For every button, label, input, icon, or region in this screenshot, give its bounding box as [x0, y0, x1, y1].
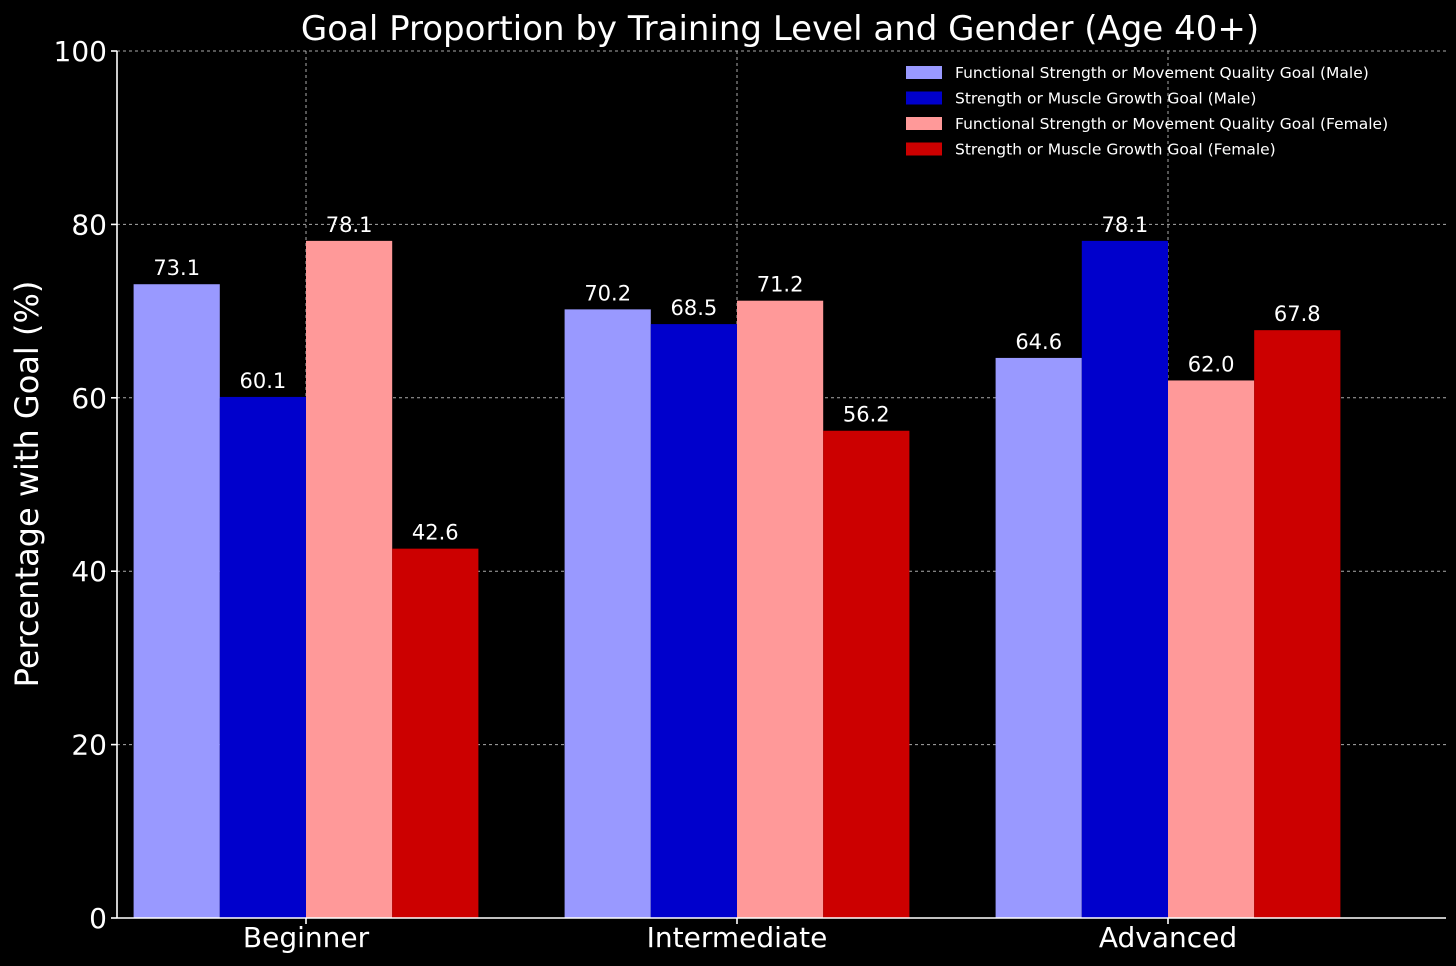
legend-entry: Strength or Muscle Growth Goal (Female) [955, 141, 1276, 159]
axes: 0 20 40 60 80 100 Beginner Intermediate Advanced [54, 35, 1446, 954]
legend-swatch [906, 66, 942, 79]
x-tick-label: Beginner [243, 921, 370, 954]
bar-intermediate-series-3 [737, 300, 824, 918]
bar-value-label: 42.6 [412, 521, 459, 545]
legend-swatch [906, 117, 942, 130]
bar-advanced-series-2 [1081, 240, 1168, 919]
bar-value-label: 78.1 [1102, 213, 1149, 237]
bar-advanced-series-4 [1254, 330, 1341, 918]
legend-entry: Functional Strength or Movement Quality … [955, 115, 1388, 133]
legend-entry: Strength or Muscle Growth Goal (Male) [955, 90, 1256, 108]
bar-intermediate-series-1 [564, 309, 651, 919]
bar-beginner-series-2 [219, 396, 306, 919]
legend-swatch [906, 91, 942, 105]
bar-value-label: 62.0 [1188, 352, 1235, 376]
y-tick-label: 80 [71, 208, 107, 241]
bar-value-label: 70.2 [584, 281, 631, 305]
bar-value-label: 71.2 [757, 273, 804, 297]
x-tick-label: Advanced [1099, 921, 1237, 954]
bar-value-label: 64.6 [1015, 330, 1062, 354]
bar-intermediate-series-2 [650, 324, 737, 919]
y-tick-label: 20 [71, 729, 107, 762]
bar-value-label: 73.1 [153, 256, 200, 280]
y-tick-label: 40 [71, 555, 107, 588]
bar-beginner-series-3 [306, 240, 393, 919]
bar-advanced-series-3 [1168, 380, 1255, 919]
bar-value-labels: 73.1 70.2 64.6 60.1 68.5 78.1 78.1 71.2 62.0 42.6… [153, 213, 1320, 545]
bar-value-label: 60.1 [240, 369, 287, 393]
bar-beginner-series-4 [392, 548, 479, 918]
y-tick-label: 100 [54, 35, 107, 68]
legend: Functional Strength or Movement Quality … [906, 64, 1388, 159]
bar-value-label: 78.1 [326, 213, 373, 237]
bar-advanced-series-1 [995, 357, 1082, 919]
y-axis-label: Percentage with Goal (%) [8, 281, 46, 688]
y-tick-label: 0 [89, 902, 107, 935]
bar-value-label: 68.5 [671, 296, 718, 320]
chart-title: Goal Proportion by Training Level and Ge… [301, 9, 1259, 49]
bar-beginner-series-1 [133, 284, 220, 918]
bar-value-label: 56.2 [843, 403, 890, 427]
legend-swatch [906, 142, 942, 156]
y-tick-label: 60 [71, 382, 107, 415]
bars [133, 240, 1341, 919]
legend-entry: Functional Strength or Movement Quality … [955, 64, 1369, 82]
x-tick-label: Intermediate [647, 921, 828, 954]
bar-intermediate-series-4 [823, 430, 910, 918]
bar-value-label: 67.8 [1274, 302, 1321, 326]
